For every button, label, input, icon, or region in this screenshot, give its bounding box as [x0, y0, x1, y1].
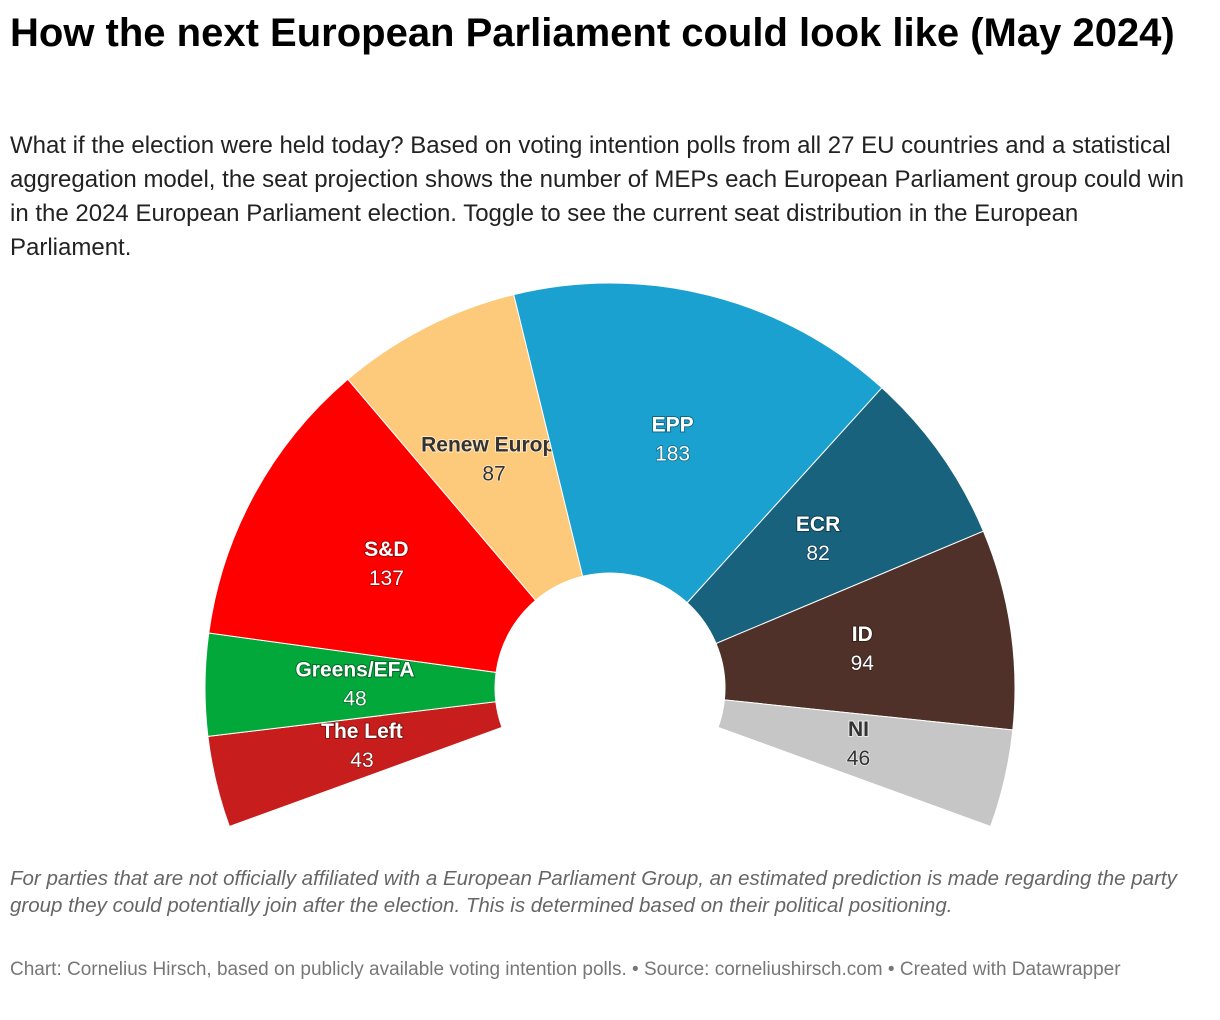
slice-value: 46 — [847, 747, 870, 770]
pie-slice — [717, 699, 1014, 828]
slice-value: 48 — [343, 687, 366, 710]
slice-label: ID — [852, 623, 873, 646]
pie-slice — [208, 378, 537, 673]
pie-slice — [686, 387, 985, 645]
slice-label: EPP — [652, 413, 694, 436]
pie-slice — [347, 294, 584, 602]
slice-value: 87 — [482, 462, 505, 485]
slice-label: ECR — [796, 513, 840, 536]
chart-title: How the next European Parliament could l… — [10, 11, 1175, 55]
pie-slice — [715, 530, 1016, 731]
slice-value: 94 — [851, 652, 875, 675]
chart: The Left 43 Greens/EFA 48 S&D 137 Renew Europe… — [204, 282, 1016, 828]
slice-value: 82 — [806, 542, 829, 565]
notes: For parties that are not officially affi… — [10, 867, 1177, 917]
chart-subtitle: What if the election were held today? Ba… — [10, 132, 1185, 261]
slice-label: Renew Europe — [421, 433, 567, 456]
slice-label: NI — [848, 718, 869, 741]
footer: Chart: Cornelius Hirsch, based on public… — [10, 959, 1121, 980]
slice-value: 43 — [350, 749, 373, 772]
slice-label: S&D — [364, 538, 408, 561]
pie-slice — [513, 282, 883, 604]
slice-value: 183 — [655, 442, 690, 465]
slice-label: Greens/EFA — [295, 658, 414, 681]
slice-label: The Left — [321, 720, 403, 743]
slice-value: 137 — [369, 567, 404, 590]
